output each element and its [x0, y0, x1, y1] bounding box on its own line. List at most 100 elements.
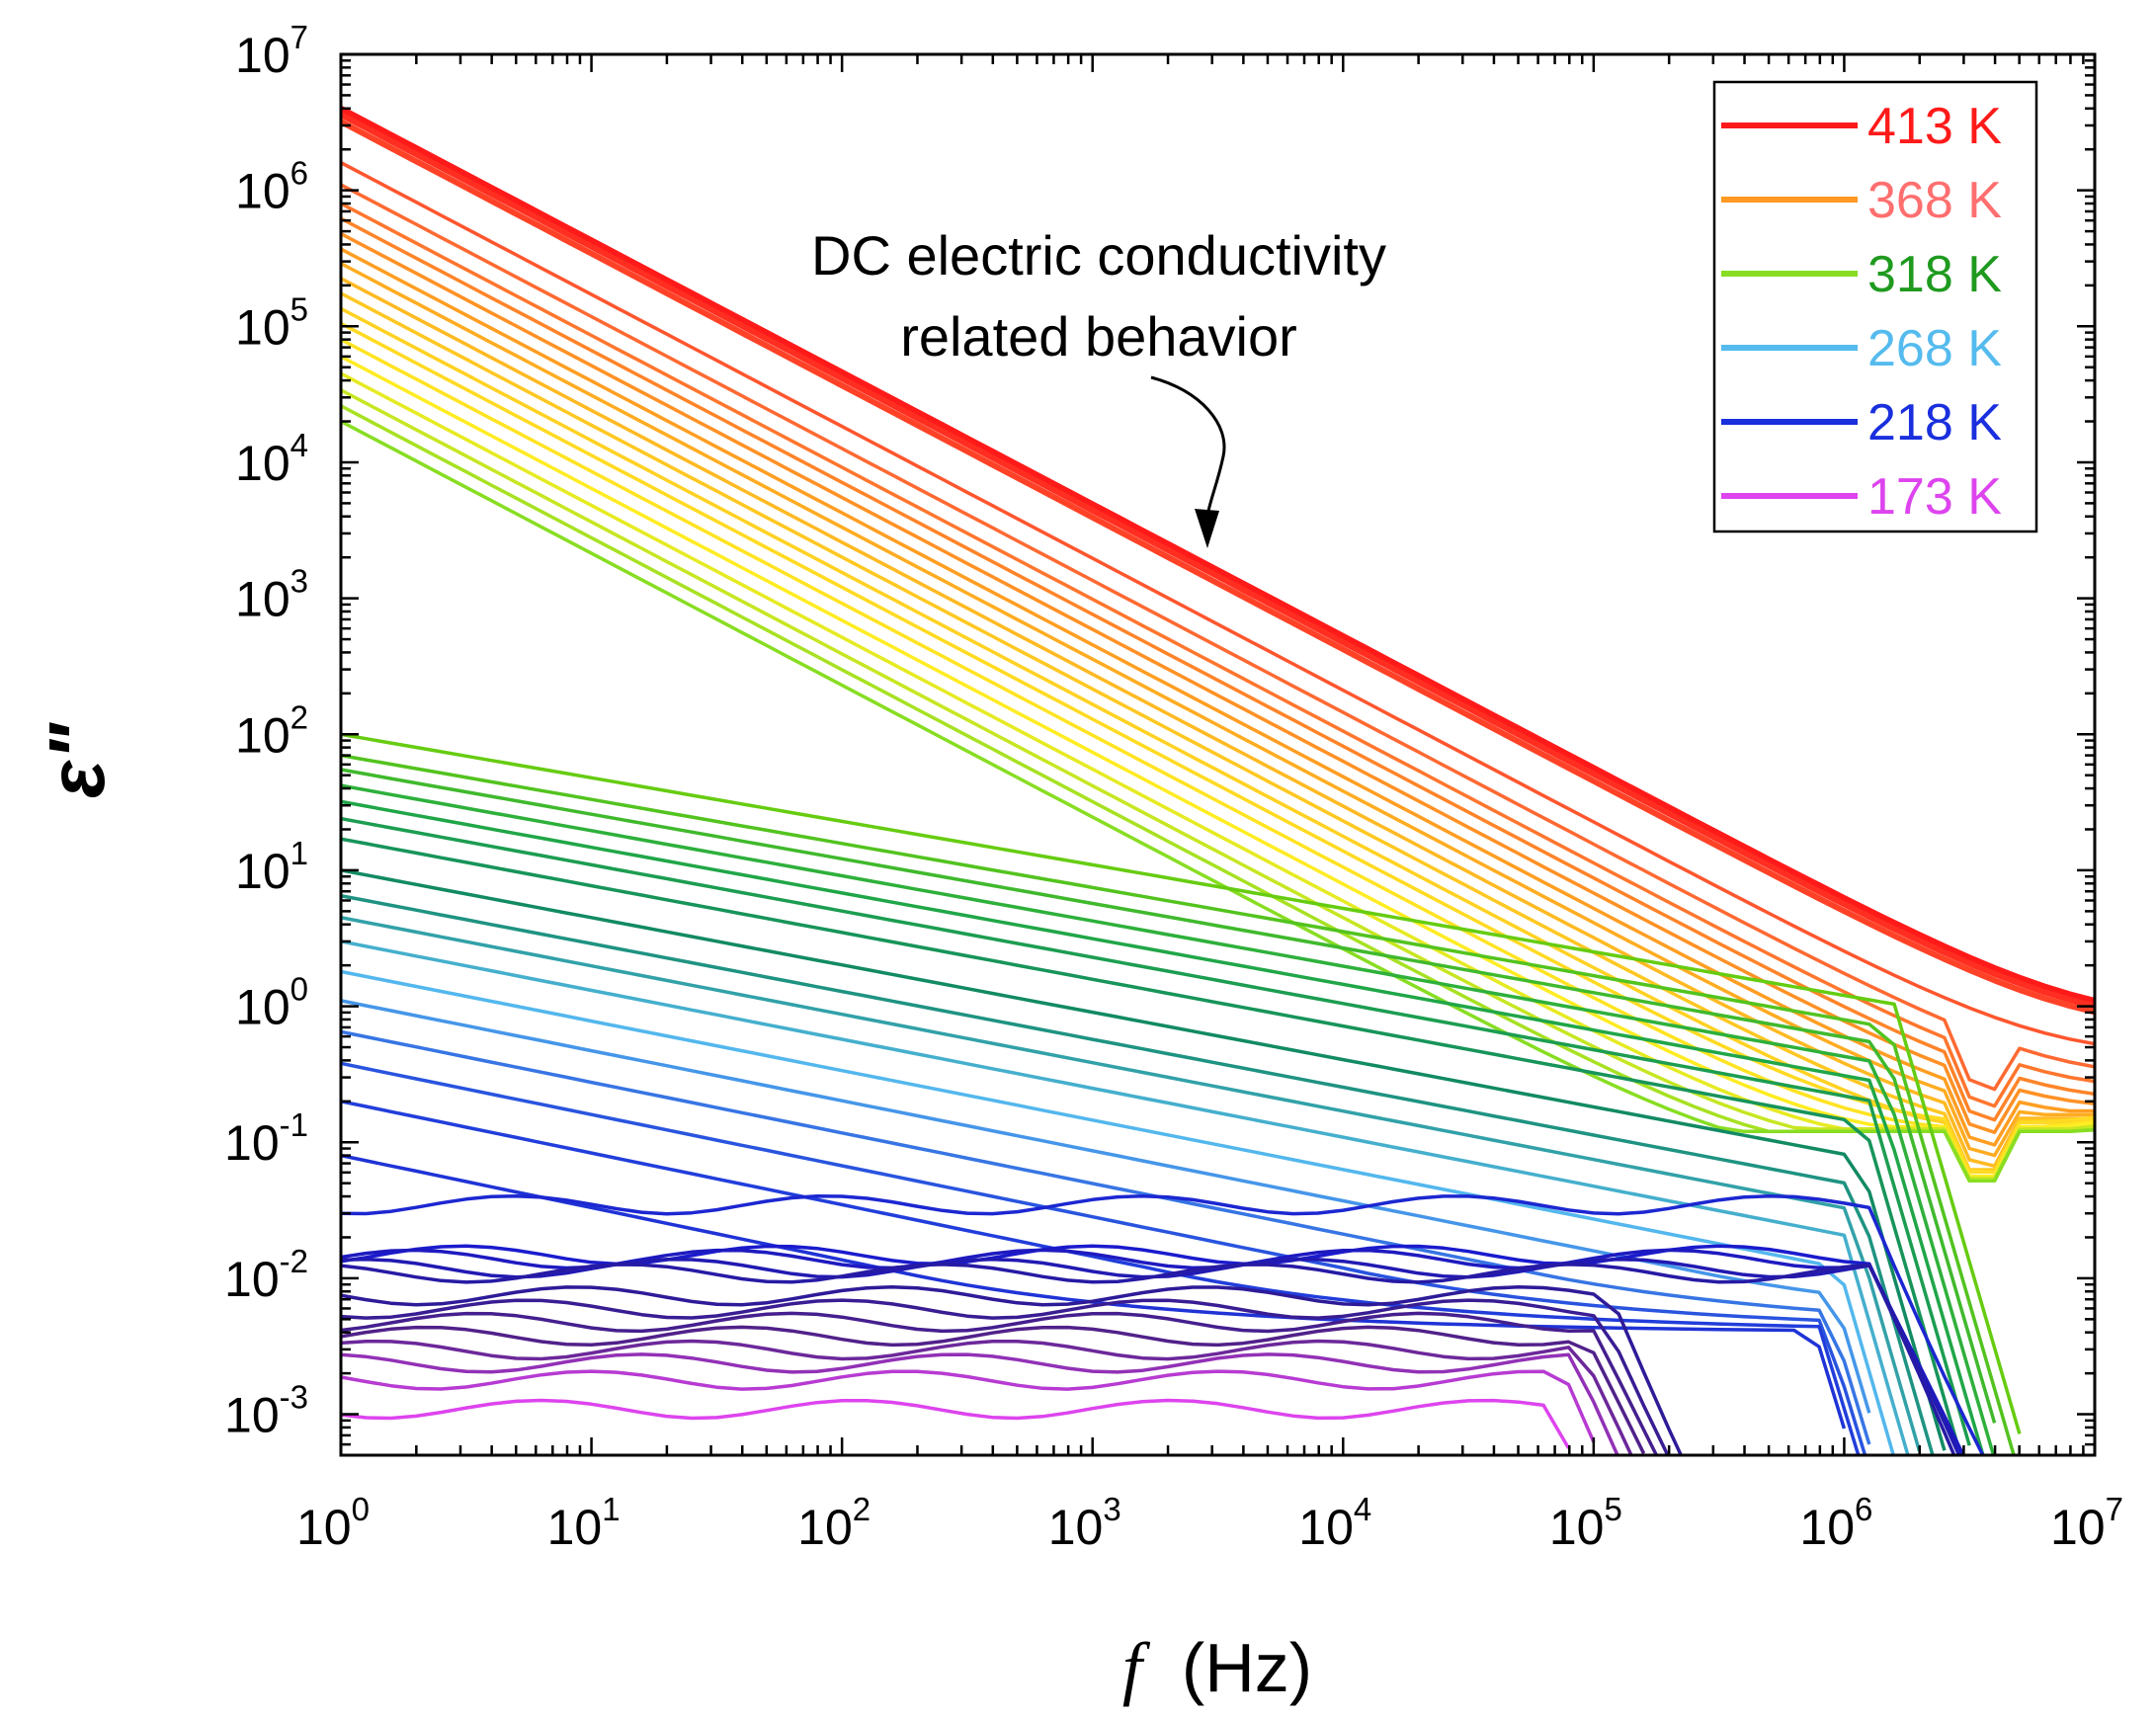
series-line-high-13	[341, 306, 2095, 1174]
labels-layer: 100 101 102 103 104 105 106 10710-310-210-11001…	[224, 19, 2123, 1555]
series-line-high-5	[341, 183, 2095, 1092]
x-tick-exponent: 0	[352, 1491, 370, 1527]
y-tick-base: 10	[224, 1115, 280, 1171]
series-line-low-15	[341, 1061, 1867, 1455]
x-tick-exponent: 3	[1103, 1491, 1120, 1527]
x-tick-base: 10	[1549, 1500, 1605, 1555]
series-line-low-7	[341, 837, 1963, 1455]
x-tick-label: 105	[1549, 1491, 1622, 1555]
x-tick-label: 100	[296, 1491, 370, 1555]
legend: 413 K 368 K 318 K 268 K 218 K 173 K	[1712, 80, 2038, 533]
y-tick-label: 105	[235, 290, 308, 355]
y-tick-exponent: 5	[290, 290, 308, 327]
y-tick-label: 10-1	[224, 1106, 308, 1171]
annotation: DC electric conductivity related behavio…	[811, 224, 1386, 548]
x-tick-base: 10	[1048, 1500, 1104, 1555]
y-tick-base: 10	[235, 572, 290, 627]
series-line-low-28	[341, 1352, 1619, 1455]
y-tick-exponent: 7	[290, 19, 308, 55]
y-tick-base: 10	[235, 28, 290, 83]
series-line-high-16	[341, 355, 2095, 1179]
series-line-high-7	[341, 216, 2095, 1122]
series-line-low-13	[341, 999, 1871, 1414]
series-line-high-8	[341, 231, 2095, 1134]
x-tick-label: 107	[2050, 1491, 2123, 1555]
y-tick-base: 10	[235, 299, 290, 355]
series-line-low-11	[341, 940, 1910, 1455]
series-line-low-8	[341, 868, 1947, 1451]
y-tick-label: 10-2	[224, 1243, 308, 1307]
x-tick-label: 102	[797, 1491, 871, 1555]
series-line-low-4	[341, 783, 1996, 1455]
y-axis-title: ε"	[33, 722, 121, 798]
y-tick-base: 10	[224, 1252, 280, 1307]
series-line-low-27	[341, 1339, 1633, 1455]
y-tick-label: 103	[235, 563, 308, 627]
series-line-high-3	[341, 119, 2095, 1016]
x-tick-label: 106	[1799, 1491, 1872, 1555]
series-line-low-10	[341, 915, 1922, 1452]
series-line-low-22	[341, 1263, 1956, 1455]
x-axis-symbol: f	[1122, 1628, 1151, 1707]
series-line-low-18	[341, 1193, 1985, 1455]
y-tick-exponent: -3	[280, 1379, 308, 1416]
series-line-high-20	[341, 419, 2095, 1184]
series-line-high-11	[341, 277, 2095, 1169]
series-line-high-4	[341, 161, 2095, 1046]
y-tick-base: 10	[235, 436, 290, 491]
x-tick-base: 10	[797, 1500, 853, 1555]
series-line-high-17	[341, 371, 2095, 1181]
x-tick-exponent: 1	[602, 1491, 620, 1527]
x-tick-exponent: 6	[1855, 1491, 1872, 1527]
series-line-high-1	[341, 106, 2095, 1004]
x-axis-title: f (Hz)	[1122, 1628, 1312, 1707]
y-tick-base: 10	[224, 1388, 280, 1443]
series-line-low-5	[341, 799, 1985, 1455]
x-tick-exponent: 2	[853, 1491, 871, 1527]
x-tick-base: 10	[1799, 1500, 1855, 1555]
x-tick-label: 103	[1048, 1491, 1121, 1555]
y-tick-label: 102	[235, 698, 308, 763]
series-group	[341, 106, 2095, 1455]
legend-box	[1712, 80, 2038, 533]
y-tick-exponent: 2	[290, 698, 308, 735]
x-tick-exponent: 5	[1604, 1491, 1621, 1527]
y-tick-exponent: 1	[290, 835, 308, 871]
series-line-low-30	[341, 1398, 1571, 1449]
series-line-low-29	[341, 1369, 1596, 1443]
y-tick-label: 100	[235, 971, 308, 1035]
y-tick-label: 107	[235, 19, 308, 83]
y-tick-exponent: 0	[290, 971, 308, 1008]
series-line-high-14	[341, 321, 2095, 1175]
series-line-low-26	[341, 1325, 1646, 1455]
y-tick-exponent: -2	[280, 1243, 308, 1279]
y-tick-base: 10	[235, 844, 290, 899]
y-tick-exponent: 6	[290, 155, 308, 192]
y-tick-exponent: -1	[280, 1106, 308, 1143]
series-line-high-12	[341, 291, 2095, 1172]
series-line-low-23	[341, 1284, 1684, 1455]
y-tick-label: 101	[235, 835, 308, 899]
x-tick-base: 10	[547, 1500, 603, 1555]
legend-label: 413 K	[1867, 98, 2002, 155]
legend-label: 318 K	[1867, 246, 2002, 303]
annotation-line-2: related behavior	[900, 305, 1297, 368]
annotation-line-1: DC electric conductivity	[811, 224, 1386, 286]
legend-label: 268 K	[1867, 320, 2002, 377]
x-axis-unit: (Hz)	[1182, 1629, 1312, 1706]
x-tick-base: 10	[296, 1500, 352, 1555]
series-line-high-15	[341, 338, 2095, 1179]
series-line-low-16	[341, 1100, 1861, 1455]
x-tick-base: 10	[2050, 1500, 2106, 1555]
legend-label: 173 K	[1867, 468, 2002, 526]
x-tick-exponent: 4	[1354, 1491, 1371, 1527]
annotation-arrow-head	[1195, 509, 1219, 548]
y-tick-label: 10-3	[224, 1379, 308, 1443]
series-line-low-25	[341, 1311, 1659, 1455]
legend-label: 218 K	[1867, 394, 2002, 451]
series-line-low-9	[341, 893, 1935, 1455]
series-line-low-3	[341, 768, 1997, 1424]
series-layer	[341, 106, 2095, 1455]
y-tick-label: 106	[235, 155, 308, 219]
